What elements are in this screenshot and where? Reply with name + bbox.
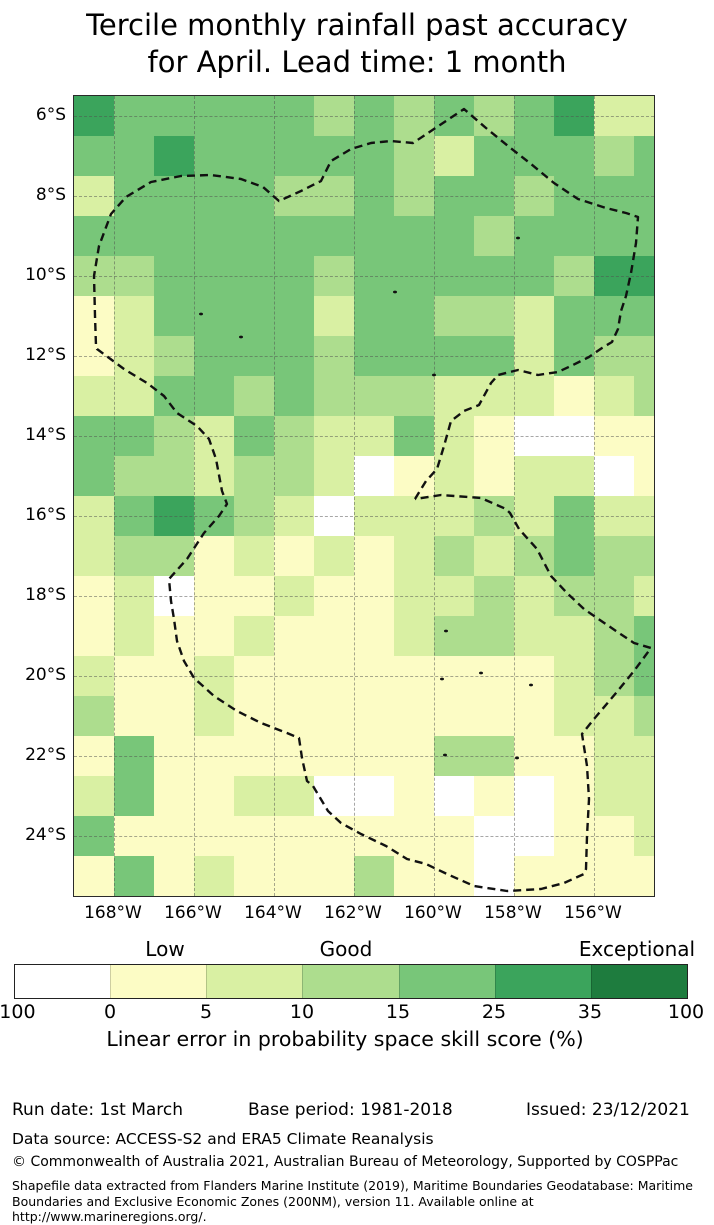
colorbar-tick-label: 5 — [199, 1001, 213, 1023]
colorbar-segment — [590, 965, 687, 998]
y-tick-label: 16°S — [25, 505, 66, 525]
y-tick-label: 6°S — [35, 105, 66, 125]
y-tick-label: 22°S — [25, 745, 66, 765]
gridline-vertical — [434, 96, 435, 896]
x-tick-label: 156°W — [564, 903, 622, 923]
chart-title: Tercile monthly rainfall past accuracy f… — [0, 7, 714, 81]
colorbar-tick-label: 15 — [385, 1001, 411, 1023]
gridline-vertical — [194, 96, 195, 896]
colorbar-caption: Linear error in probability space skill … — [106, 1027, 584, 1051]
colorbar-label-low: Low — [145, 937, 185, 961]
colorbar-tick-label: -100 — [0, 1001, 36, 1023]
colorbar-segment — [206, 965, 303, 998]
colorbar — [14, 964, 688, 999]
colorbar-segment — [494, 965, 591, 998]
gridline-horizontal — [74, 516, 654, 517]
gridline-vertical — [114, 96, 115, 896]
y-tick-label: 8°S — [35, 185, 66, 205]
gridline-horizontal — [74, 356, 654, 357]
y-tick-label: 10°S — [25, 265, 66, 285]
colorbar-label-good: Good — [319, 937, 373, 961]
colorbar-tick-label: 25 — [481, 1001, 507, 1023]
y-tick-label: 12°S — [25, 345, 66, 365]
gridline-vertical — [594, 96, 595, 896]
x-tick-label: 166°W — [164, 903, 222, 923]
x-tick-label: 158°W — [484, 903, 542, 923]
gridline-horizontal — [74, 676, 654, 677]
footer-copyright: © Commonwealth of Australia 2021, Austra… — [12, 1154, 679, 1170]
x-tick-label: 160°W — [404, 903, 462, 923]
gridline-horizontal — [74, 596, 654, 597]
y-tick-label: 24°S — [25, 825, 66, 845]
colorbar-segment — [398, 965, 495, 998]
footer-data-source: Data source: ACCESS-S2 and ERA5 Climate … — [12, 1130, 434, 1148]
gridline-vertical — [354, 96, 355, 896]
colorbar-label-exceptional: Exceptional — [578, 937, 696, 961]
y-tick-label: 20°S — [25, 665, 66, 685]
y-tick-label: 14°S — [25, 425, 66, 445]
map-plot-area — [73, 95, 655, 897]
footer-shapefile-attribution: Shapefile data extracted from Flanders M… — [12, 1178, 712, 1225]
gridline-vertical — [274, 96, 275, 896]
gridline-horizontal — [74, 196, 654, 197]
colorbar-tick-label: 100 — [667, 1001, 705, 1023]
footer-issued-date: Issued: 23/12/2021 — [526, 1100, 690, 1120]
gridline-horizontal — [74, 836, 654, 837]
footer-run-date: Run date: 1st March — [12, 1100, 184, 1120]
colorbar-tick-label: 35 — [577, 1001, 603, 1023]
chart-title-line2: for April. Lead time: 1 month — [147, 45, 567, 79]
x-tick-label: 168°W — [84, 903, 142, 923]
colorbar-segment — [15, 965, 111, 998]
colorbar-segment — [302, 965, 399, 998]
x-tick-label: 164°W — [244, 903, 302, 923]
footer-shapefile-line1: Shapefile data extracted from Flanders M… — [12, 1178, 693, 1193]
colorbar-tick-label: 10 — [289, 1001, 315, 1023]
footer-base-period: Base period: 1981-2018 — [248, 1100, 453, 1120]
chart-title-line1: Tercile monthly rainfall past accuracy — [86, 8, 628, 42]
gridline-horizontal — [74, 436, 654, 437]
lat-lon-gridlines — [74, 96, 654, 896]
gridline-vertical — [514, 96, 515, 896]
colorbar-segment — [110, 965, 207, 998]
footer-shapefile-line2: Boundaries and Exclusive Economic Zones … — [12, 1193, 534, 1225]
gridline-horizontal — [74, 756, 654, 757]
colorbar-tick-label: 0 — [103, 1001, 117, 1023]
gridline-horizontal — [74, 276, 654, 277]
x-tick-label: 162°W — [324, 903, 382, 923]
y-tick-label: 18°S — [25, 585, 66, 605]
gridline-horizontal — [74, 116, 654, 117]
